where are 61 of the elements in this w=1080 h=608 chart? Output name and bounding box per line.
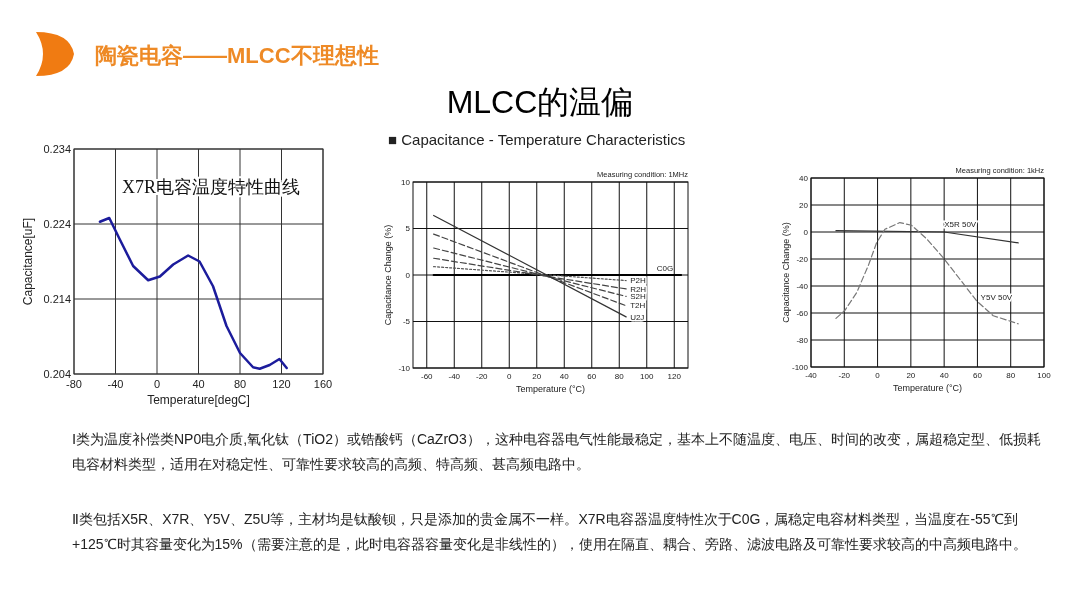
x-tick-label: 80 [614,372,625,381]
x-tick-label: 20 [532,372,542,381]
x-tick-label: 20 [906,371,916,380]
y-axis-title: Capacitance Change (%) [781,222,791,323]
x-axis-title: Temperature[degC] [147,393,250,407]
y-tick-label: 0 [405,270,411,280]
y-tick-label: -5 [402,317,411,327]
text: Ⅰ类为温度补偿类NP0电介质,氧化钛（TiO2）或锆酸钙（CaZrO3），这种电容器电气性能最稳定，基本上不随温度、电压、时间的改变，属超稳定型、低损耗电容材料类型，适用在对稳定性、可靠性要求较高的高频、特高频、甚高频电路中。 [72,430,1042,474]
y-tick-label: 0.214 [43,292,71,305]
y-tick-label: 20 [799,200,809,210]
x-tick-label: -80 [66,378,82,390]
x-tick-label: 0 [507,372,513,381]
y-tick-label: 0.224 [43,217,71,230]
x-tick-label: 40 [559,372,570,381]
y-tick-label: -10 [398,363,411,373]
y-tick-label: 0.234 [43,142,71,155]
y-tick-label: -80 [796,335,809,345]
x-tick-label: 100 [640,372,654,381]
x-axis-title: Temperature (°C) [892,383,963,393]
y-tick-label: 0 [803,227,809,237]
x-tick-label: 120 [667,372,682,381]
x-tick-label: -40 [805,371,818,380]
x-tick-label: 160 [313,378,333,390]
line-series [98,216,288,370]
text: Ⅱ类包括X5R、X7R、Y5V、Z5U等，主材均是钛酸钡，只是添加的贵金属不一样。X7R电容器温度特性次于C0G，属稳定电容材料类型，当温度在-55℃到+125℃时其容量变化为15%（需要注意的是，此时电容器容量变化是非线性的），使用在隔直、耦合、旁路、滤波电路及可靠性要求较高的中高频电路中。 [72,510,1028,554]
series-label: T2H [630,301,646,311]
x-tick-label: 0 [875,371,881,380]
text: 陶瓷电容——MLCC不理想性 [95,43,379,68]
y-tick-label: 40 [799,173,809,183]
chart-title: ■ Capacitance - Temperature Characteristics [388,131,686,148]
series-label: C0G [656,264,674,273]
x-tick-label: -60 [420,372,434,381]
x-tick-label: -40 [448,372,461,381]
x-tick-label: 120 [272,378,291,390]
y-axis-title: Capacitance[uF] [21,217,35,306]
y-tick-label: -40 [796,281,809,291]
y-tick-label: -20 [796,254,809,264]
x-tick-label: 80 [233,378,247,390]
x-tick-label: 100 [1037,371,1052,380]
text: MLCC的温偏 [446,84,634,120]
series-label: U2J [630,312,645,322]
x-tick-label: 60 [587,372,597,381]
y-tick-label: 0.204 [43,367,71,380]
y-tick-label: 10 [401,177,411,187]
x-tick-label: -40 [107,378,124,390]
series-label: R2H [630,284,647,294]
line-series [835,221,1019,325]
x-tick-label: 0 [153,378,161,390]
series-label: S2H [630,292,646,302]
x-tick-label: 40 [192,378,205,390]
series-label: P2H [630,276,646,286]
x-tick-label: 40 [939,371,950,380]
y-tick-label: -100 [791,362,809,372]
x-tick-label: 60 [972,371,983,380]
y-tick-label: 5 [405,224,411,234]
x-tick-label: -20 [838,371,851,380]
y-axis-title: Capacitance Change (%) [383,224,393,326]
x-tick-label: 80 [1006,371,1016,380]
x-axis-title: Temperature (°C) [515,384,586,394]
y-tick-label: -60 [796,308,809,318]
x-tick-label: -20 [475,372,489,381]
